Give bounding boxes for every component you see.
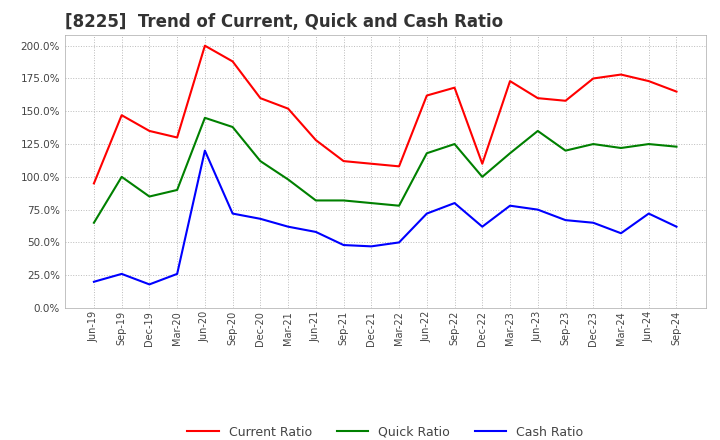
- Quick Ratio: [173, 187, 181, 193]
- Quick Ratio: [395, 203, 403, 208]
- Cash Ratio: [672, 224, 681, 229]
- Cash Ratio: [312, 229, 320, 235]
- Cash Ratio: [505, 203, 514, 208]
- Cash Ratio: [284, 224, 292, 229]
- Current Ratio: [561, 98, 570, 103]
- Line: Quick Ratio: Quick Ratio: [94, 118, 677, 223]
- Current Ratio: [284, 106, 292, 111]
- Quick Ratio: [339, 198, 348, 203]
- Cash Ratio: [256, 216, 265, 221]
- Cash Ratio: [478, 224, 487, 229]
- Cash Ratio: [89, 279, 98, 284]
- Quick Ratio: [616, 145, 625, 150]
- Quick Ratio: [89, 220, 98, 225]
- Current Ratio: [173, 135, 181, 140]
- Cash Ratio: [145, 282, 154, 287]
- Quick Ratio: [478, 174, 487, 180]
- Current Ratio: [644, 78, 653, 84]
- Cash Ratio: [117, 271, 126, 276]
- Quick Ratio: [256, 158, 265, 164]
- Current Ratio: [423, 93, 431, 98]
- Cash Ratio: [201, 148, 210, 153]
- Current Ratio: [117, 113, 126, 118]
- Quick Ratio: [284, 177, 292, 182]
- Quick Ratio: [505, 150, 514, 156]
- Current Ratio: [89, 181, 98, 186]
- Cash Ratio: [173, 271, 181, 276]
- Current Ratio: [672, 89, 681, 94]
- Quick Ratio: [644, 141, 653, 147]
- Quick Ratio: [201, 115, 210, 121]
- Current Ratio: [256, 95, 265, 101]
- Quick Ratio: [561, 148, 570, 153]
- Current Ratio: [450, 85, 459, 90]
- Quick Ratio: [367, 201, 376, 206]
- Line: Current Ratio: Current Ratio: [94, 46, 677, 183]
- Current Ratio: [145, 128, 154, 134]
- Current Ratio: [312, 137, 320, 143]
- Cash Ratio: [589, 220, 598, 225]
- Quick Ratio: [450, 141, 459, 147]
- Cash Ratio: [339, 242, 348, 248]
- Legend: Current Ratio, Quick Ratio, Cash Ratio: Current Ratio, Quick Ratio, Cash Ratio: [182, 421, 588, 440]
- Cash Ratio: [423, 211, 431, 216]
- Cash Ratio: [395, 240, 403, 245]
- Quick Ratio: [312, 198, 320, 203]
- Current Ratio: [367, 161, 376, 166]
- Cash Ratio: [367, 244, 376, 249]
- Current Ratio: [616, 72, 625, 77]
- Quick Ratio: [145, 194, 154, 199]
- Quick Ratio: [423, 150, 431, 156]
- Quick Ratio: [589, 141, 598, 147]
- Current Ratio: [478, 161, 487, 166]
- Quick Ratio: [672, 144, 681, 149]
- Current Ratio: [395, 164, 403, 169]
- Quick Ratio: [534, 128, 542, 134]
- Cash Ratio: [561, 217, 570, 223]
- Current Ratio: [589, 76, 598, 81]
- Current Ratio: [201, 43, 210, 48]
- Quick Ratio: [228, 125, 237, 130]
- Cash Ratio: [450, 201, 459, 206]
- Cash Ratio: [534, 207, 542, 212]
- Quick Ratio: [117, 174, 126, 180]
- Current Ratio: [339, 158, 348, 164]
- Text: [8225]  Trend of Current, Quick and Cash Ratio: [8225] Trend of Current, Quick and Cash …: [65, 13, 503, 31]
- Current Ratio: [228, 59, 237, 64]
- Cash Ratio: [616, 231, 625, 236]
- Current Ratio: [534, 95, 542, 101]
- Cash Ratio: [228, 211, 237, 216]
- Line: Cash Ratio: Cash Ratio: [94, 150, 677, 284]
- Current Ratio: [505, 78, 514, 84]
- Cash Ratio: [644, 211, 653, 216]
